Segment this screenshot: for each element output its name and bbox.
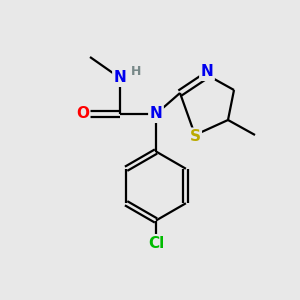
Text: N: N: [201, 64, 213, 80]
Text: Cl: Cl: [148, 236, 164, 250]
Text: N: N: [150, 106, 162, 122]
Text: H: H: [131, 65, 142, 79]
Text: N: N: [114, 70, 126, 86]
Text: S: S: [190, 129, 200, 144]
Text: O: O: [76, 106, 89, 122]
